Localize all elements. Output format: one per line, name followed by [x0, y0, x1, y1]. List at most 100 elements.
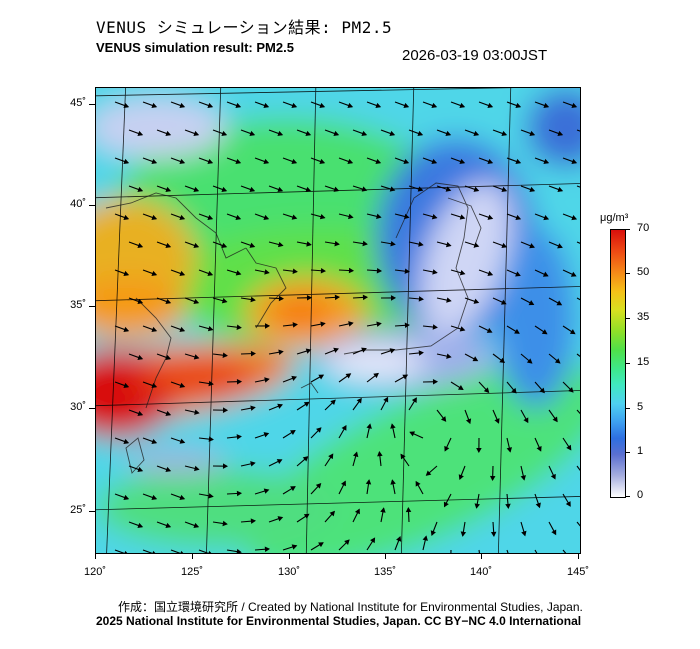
wind-arrow-head [263, 158, 270, 165]
wind-arrow-head [396, 535, 402, 542]
wind-arrow-head [405, 506, 412, 513]
wind-arrow-head [235, 102, 242, 109]
parallel-line [96, 496, 580, 511]
wind-arrow-head [501, 186, 508, 192]
wind-arrow-head [152, 550, 156, 553]
wind-arrow-head [361, 186, 368, 192]
wind-arrow-head [249, 186, 256, 193]
wind-arrow-head [333, 347, 339, 353]
colorbar-tick [625, 408, 630, 409]
longitude-tick [578, 553, 579, 559]
wind-arrow-head [165, 186, 172, 193]
wind-arrow-head [542, 271, 549, 277]
wind-arrow-head [390, 479, 396, 485]
wind-arrow [576, 409, 580, 415]
colorbar-tick [625, 363, 630, 364]
wind-arrow-head [333, 130, 340, 137]
wind-arrow-head [515, 102, 522, 109]
wind-arrow-head [445, 241, 452, 248]
wind-arrow-head [543, 214, 550, 221]
wind-arrow-head [250, 350, 257, 357]
wind-arrow-head [290, 430, 296, 436]
wind-arrow-head [236, 324, 242, 330]
wind-arrow-head [193, 242, 200, 249]
longitude-label: 130˚ [277, 566, 301, 578]
wind-arrow-head [290, 486, 296, 492]
wind-arrow-head [235, 158, 242, 165]
wind-arrow-head [515, 158, 522, 165]
wind-arrow-head [404, 322, 411, 329]
colorbar-label: 70 [637, 222, 650, 234]
wind-arrow-head [193, 130, 200, 137]
wind-arrow-head [515, 271, 521, 277]
wind-arrow-head [236, 378, 243, 385]
wind-arrow-head [487, 102, 494, 109]
wind-arrow-head [292, 322, 298, 328]
wind-arrow-head [291, 102, 298, 109]
wind-arrow-head [400, 453, 406, 460]
wind-arrow-head [305, 348, 312, 354]
wind-arrow-head [345, 373, 352, 379]
wind-arrow-head [459, 326, 466, 332]
wind-arrow-head [123, 158, 130, 165]
wind-arrow-head [165, 242, 172, 249]
wind-arrow-head [390, 295, 397, 301]
wind-arrow-head [193, 298, 200, 305]
wind-arrow-head [460, 531, 467, 537]
latitude-label: 40˚ [70, 198, 86, 210]
wind-arrow-head [277, 186, 284, 193]
wind-arrow-head [356, 397, 362, 404]
longitude-tick [95, 553, 96, 559]
colorbar-label: 50 [637, 266, 650, 278]
wind-arrow-head [550, 473, 556, 480]
wind-arrow [576, 297, 580, 301]
wind-arrow-head [151, 326, 158, 333]
wind-arrow-head [543, 102, 550, 109]
wind-arrow-head [431, 158, 438, 165]
wind-arrow-head [472, 356, 479, 362]
wind-arrow-head [501, 130, 508, 137]
wind-arrow-head [179, 382, 186, 388]
title-japanese: VENUS シミュレーション結果: PM2.5 [96, 18, 393, 37]
wind-arrow-head [418, 241, 424, 247]
wind-arrow-head [348, 213, 354, 220]
meridian-line [106, 88, 126, 553]
wind-arrow-head [347, 102, 354, 109]
wind-arrow-head [570, 271, 577, 277]
wind-arrow [576, 465, 580, 472]
wind-arrow [142, 549, 153, 553]
wind-arrow-head [556, 300, 563, 306]
wind-arrow-head [352, 451, 359, 458]
wind-arrow [576, 521, 580, 527]
wind-arrow-head [250, 518, 256, 524]
wind-arrow-head [473, 298, 480, 304]
wind-arrow-head [489, 475, 496, 482]
wind-arrow-head [404, 268, 410, 274]
wind-arrow-head [390, 423, 396, 429]
forecast-timestamp: 2026-03-19 03:00JST [402, 47, 548, 64]
wind-arrow-head [319, 158, 326, 165]
longitude-label: 145˚ [566, 566, 590, 578]
colorbar-unit: μg/m³ [600, 212, 629, 224]
wind-arrow-head [348, 321, 354, 327]
wind-arrow-head [446, 297, 452, 303]
wind-arrow-head [333, 186, 340, 192]
wind-arrow-head [511, 387, 517, 394]
wind-arrow [170, 549, 181, 553]
wind-arrow-head [535, 502, 541, 509]
colorbar-tick [625, 273, 630, 274]
wind-arrow-head [375, 158, 382, 165]
wind-arrow-head [179, 158, 186, 165]
wind-arrow-head [315, 483, 322, 489]
wind-arrow-head [207, 325, 214, 332]
parallel-line [96, 183, 580, 199]
wind-arrow-head [123, 102, 130, 109]
coastlines [105, 182, 482, 474]
wind-arrow-head [151, 494, 158, 501]
wind-arrow-head [529, 130, 536, 137]
wind-arrow-head [208, 493, 214, 499]
wind-arrow [534, 549, 538, 553]
wind-arrow-head [459, 102, 466, 109]
wind-arrow-head [551, 529, 557, 536]
wind-arrow-head [380, 507, 386, 513]
